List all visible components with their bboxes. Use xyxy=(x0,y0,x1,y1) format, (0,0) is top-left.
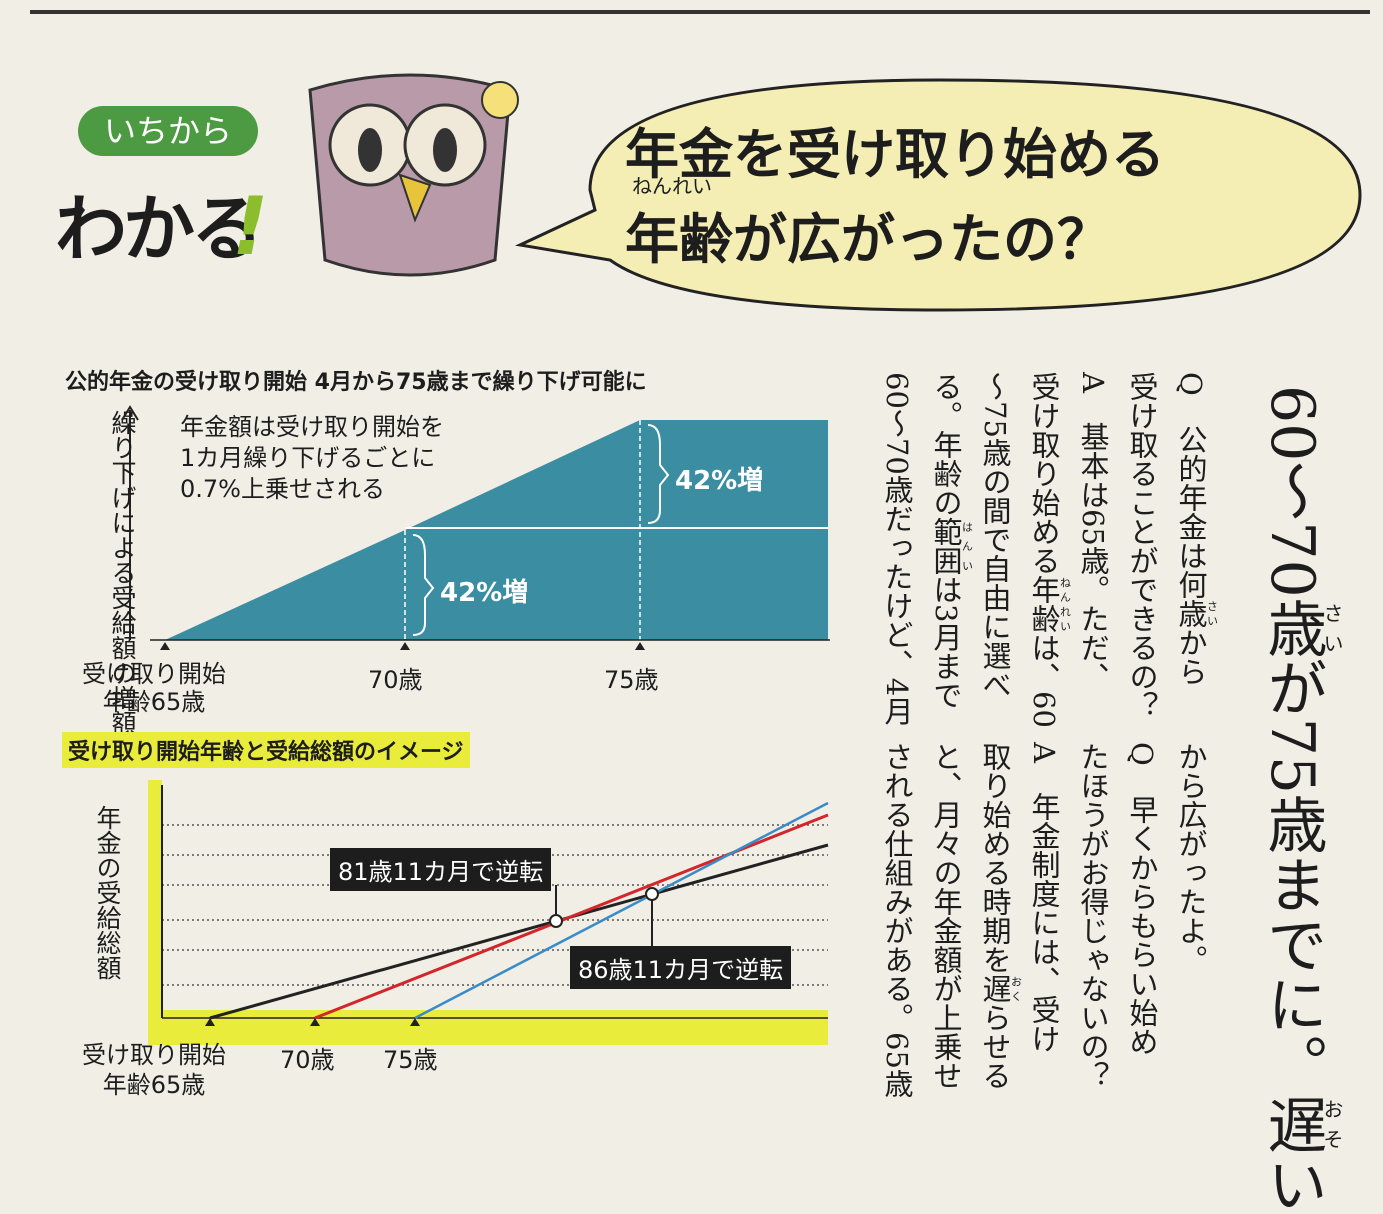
text-segment: は3月まで xyxy=(929,575,963,709)
text-segment: は、60 xyxy=(1027,633,1061,728)
callout: 86歳11カ月で逆転 xyxy=(570,946,791,989)
text-column: 取り始める時期を遅おくらせる xyxy=(980,742,1022,1090)
text-segment: Q 公的年金は何 xyxy=(1174,372,1208,599)
x-label-line: 年齢65歳 xyxy=(82,688,226,716)
text-column: Q 早くからもらい始め xyxy=(1127,742,1156,1056)
chart1-x-label: 70歳 xyxy=(368,660,423,695)
text-column: A 基本は65歳。ただ、 xyxy=(1078,372,1107,691)
text-segment: 取り始める時期を xyxy=(978,742,1012,974)
text-segment: と、月々の年金額が上乗せ xyxy=(929,742,963,1090)
text-segment: から広がったよ。 xyxy=(1174,742,1208,974)
text-segment: 受け取り始める xyxy=(1027,372,1061,575)
note-line: 1カ月繰り下げるごとに xyxy=(180,443,444,474)
ruby-segment: 遅おそ xyxy=(1257,1094,1327,1154)
text-segment: ～75歳の間で自由に選べ xyxy=(978,372,1012,699)
text-column: A 年金制度には、受け xyxy=(1029,742,1058,1053)
text-column: される仕組みがある。65歳 xyxy=(882,742,911,1098)
text-column: たほうがお得じゃないの？ xyxy=(1078,742,1107,1090)
text-segment: が75歳までに。 xyxy=(1257,658,1327,1094)
note-line: 0.7%上乗せされる xyxy=(180,474,444,505)
chart1-title: 公的年金の受け取り開始 4月から75歳まで繰り下げ可能に xyxy=(65,364,647,396)
badge-top: いちから xyxy=(78,106,258,156)
ruby-segment: 遅おく xyxy=(978,974,1012,1003)
note-line: 年金額は受け取り開始を xyxy=(180,412,444,443)
x-label-line: 受け取り開始 xyxy=(82,660,226,688)
text-segment: 60～70歳だったけど、4月 xyxy=(880,372,914,725)
chart2-title: 受け取り開始年齢と受給総額のイメージ xyxy=(62,732,470,768)
chart1-note: 年金額は受け取り開始を 1カ月繰り下げるごとに 0.7%上乗せされる xyxy=(180,412,444,505)
text-segment: される仕組みがある。65歳 xyxy=(880,742,914,1098)
ruby-text: さい xyxy=(1206,599,1219,628)
callout: 81歳11カ月で逆転 xyxy=(330,848,551,891)
text-column: る。年齢の範囲はんいは3月まで xyxy=(931,372,973,709)
chart2-x-label: 70歳 xyxy=(280,1040,335,1075)
chart1-x-label: 受け取り開始年齢65歳 xyxy=(82,660,226,716)
text-segment: 60～70 xyxy=(1257,385,1327,598)
base-text: 遅 xyxy=(1257,1094,1327,1154)
headline: 60～70歳さいが75歳までに。遅おそい xyxy=(1262,385,1342,1214)
ruby-segment: 歳さい xyxy=(1257,598,1327,658)
base-text: 歳 xyxy=(1174,599,1208,628)
text-column: から広がったよ。 xyxy=(1176,742,1205,974)
title-line2: 年齢が広がったの？ xyxy=(625,195,1111,274)
chart2-x-label: 受け取り開始年齢65歳 xyxy=(82,1040,226,1100)
text-segment: たほうがお得じゃないの？ xyxy=(1076,742,1110,1090)
text-column: 受け取ることができるの？ xyxy=(1127,372,1156,720)
x-label-line: 受け取り開始 xyxy=(82,1040,226,1070)
text-column: と、月々の年金額が上乗せ xyxy=(931,742,960,1090)
text-segment: 受け取ることができるの？ xyxy=(1125,372,1159,720)
top-rule xyxy=(30,10,1370,14)
ruby-text: はんい xyxy=(961,517,974,575)
chart1-x-label: 75歳 xyxy=(604,660,659,695)
chart2-y-label: 年金の受給総額 xyxy=(95,805,120,980)
ruby-segment: 年齢ねんれい xyxy=(1027,575,1061,633)
x-label-line: 年齢65歳 xyxy=(82,1070,226,1100)
text-segment: から xyxy=(1174,628,1208,686)
text-segment: らせる xyxy=(978,1003,1012,1090)
text-segment: い xyxy=(1257,1154,1327,1214)
badge-main: わかる xyxy=(55,170,259,275)
increase-label: 42%増 xyxy=(440,572,528,609)
text-column: 60～70歳だったけど、4月 xyxy=(882,372,911,725)
ruby-text: おく xyxy=(1010,974,1023,1003)
chart2-x-label: 75歳 xyxy=(383,1040,438,1075)
text-column: 受け取り始める年齢ねんれいは、60 xyxy=(1029,372,1071,728)
text-segment: る。年齢の xyxy=(929,372,963,517)
increase-label: 42%増 xyxy=(675,460,763,497)
chart2-figure xyxy=(0,770,850,1070)
base-text: 遅 xyxy=(978,974,1012,1003)
page: いちから わかる ! 年金を受け取り始める ねんれい 年齢が広がったの？ 公的年… xyxy=(0,0,1383,1117)
ruby-text: おそ xyxy=(1320,1094,1344,1154)
ruby-segment: 歳さい xyxy=(1174,599,1208,628)
text-segment: A 基本は65歳。ただ、 xyxy=(1076,372,1110,691)
text-column: Q 公的年金は何歳さいから xyxy=(1176,372,1218,686)
ruby-text: ねんれい xyxy=(1059,575,1072,633)
chart1-y-label: 繰り下げによる受給額の増額率 xyxy=(80,410,136,640)
base-text: 範囲 xyxy=(929,517,963,575)
ruby-text: さい xyxy=(1320,598,1344,658)
text-column: ～75歳の間で自由に選べ xyxy=(980,372,1009,699)
text-segment: Q 早くからもらい始め xyxy=(1125,742,1159,1056)
base-text: 年齢 xyxy=(1027,575,1061,633)
badge-mark: ! xyxy=(232,180,268,273)
text-segment: A 年金制度には、受け xyxy=(1027,742,1061,1053)
base-text: 歳 xyxy=(1257,598,1327,658)
ruby-segment: 範囲はんい xyxy=(929,517,963,575)
